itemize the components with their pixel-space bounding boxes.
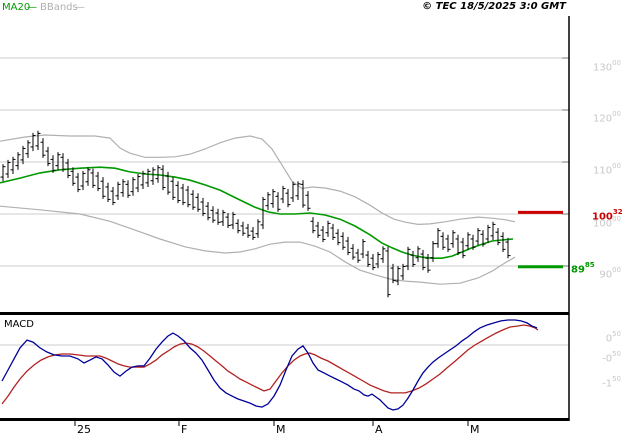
bbands-legend-label: BBands (40, 2, 78, 13)
x-axis-label-may: M (470, 423, 480, 436)
macd-axis-label-050: 050 (605, 330, 621, 345)
support-level-label: 8985 (571, 261, 595, 276)
copyright-text: © TEC 18/5/2025 3:0 GMT (422, 1, 566, 12)
bbands-legend-dash: — (75, 2, 85, 13)
price-axis-label-11000: 11000 (592, 162, 621, 177)
x-axis-label-mar: M (276, 423, 286, 436)
price-axis-label-12000: 12000 (592, 110, 621, 125)
x-axis-label-25: 25 (77, 423, 91, 436)
ma20-legend-dash: — (27, 2, 37, 13)
macd-panel-title: MACD (4, 319, 34, 330)
resistance-level-label: 10032 (592, 208, 623, 223)
price-axis-label-13000: 13000 (592, 59, 621, 74)
x-axis-label-feb: F (181, 423, 188, 436)
price-axis-label-10000: 10000 (592, 215, 621, 230)
x-axis-label-apr: A (375, 423, 383, 436)
macd-axis-label-neg050: -050 (602, 350, 621, 365)
price-axis-label-9000: 9000 (599, 266, 621, 281)
ma20-legend-label: MA20 (2, 2, 31, 13)
macd-axis-label-neg150: -150 (602, 375, 621, 390)
